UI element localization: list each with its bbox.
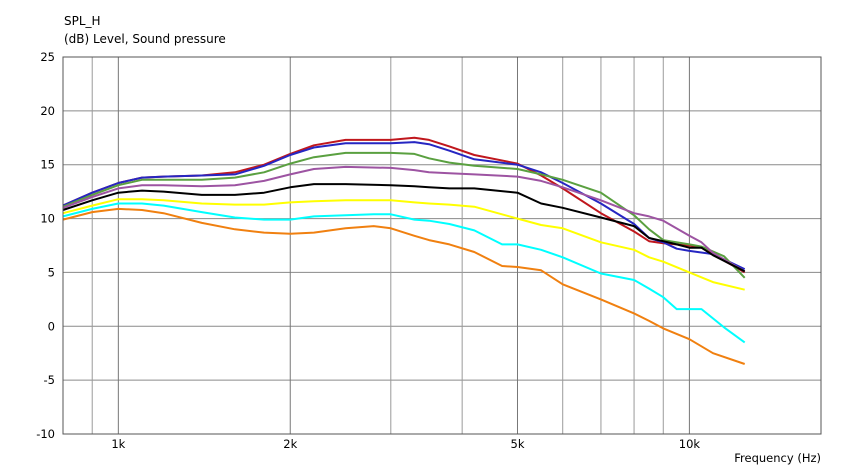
series-line: [62, 165, 746, 273]
series-line: [62, 183, 746, 273]
series-line: [62, 202, 746, 344]
y-tick-label: -5: [44, 373, 55, 387]
series-group: [62, 136, 746, 365]
y-tick-label: 20: [40, 104, 55, 118]
y-tick-label: -10: [36, 427, 55, 441]
series-line: [62, 198, 745, 291]
chart-title: SPL_H: [64, 14, 101, 28]
x-tick-label: 1k: [111, 437, 125, 451]
y-tick-label: 15: [40, 158, 55, 172]
y-tick-label: 10: [40, 212, 55, 226]
y-tick-label: 25: [40, 50, 55, 64]
y-tick-label: 0: [48, 319, 55, 333]
series-line: [62, 151, 746, 279]
x-tick-label: 2k: [283, 437, 297, 451]
x-tick-labels: 1k 2k 5k 10k: [111, 437, 700, 451]
x-tick-label: 10k: [679, 437, 701, 451]
y-tick-label: 5: [48, 265, 55, 279]
y-tick-labels: 25 20 15 10 5 0 -5 -10: [36, 50, 55, 441]
x-axis-label: Frequency (Hz): [734, 451, 821, 465]
series-line: [62, 207, 746, 365]
grid: [63, 56, 821, 435]
x-tick-label: 5k: [511, 437, 525, 451]
plot-frame: [62, 56, 822, 435]
y-axis-label: (dB) Level, Sound pressure: [64, 32, 226, 46]
